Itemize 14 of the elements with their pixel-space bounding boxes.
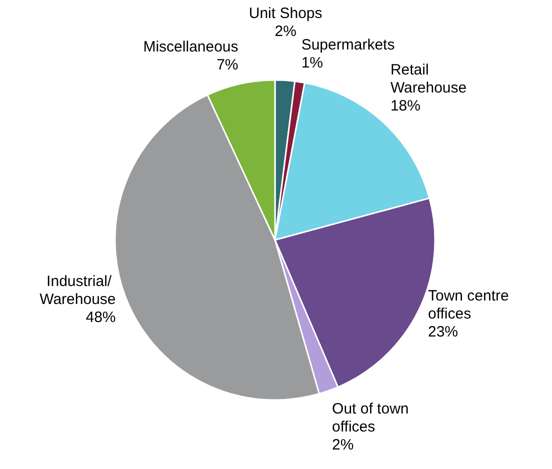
slice-label: Miscellaneous bbox=[143, 38, 238, 56]
slice-label: Town centre offices bbox=[428, 288, 514, 323]
data-label: 23% bbox=[428, 324, 458, 341]
data-label: 1% bbox=[301, 54, 324, 72]
slice-label: Unit Shops bbox=[248, 4, 322, 22]
slice-label: Industrial/ Warehouse bbox=[40, 273, 116, 308]
slice-label: Out of town offices bbox=[332, 400, 413, 436]
data-label: 7% bbox=[216, 56, 238, 74]
data-label: 2% bbox=[332, 436, 354, 454]
slice-label: Retail Warehouse bbox=[390, 62, 467, 97]
data-label: 18% bbox=[390, 98, 420, 115]
data-label: 48% bbox=[86, 309, 116, 326]
slice-label: Supermarkets bbox=[301, 36, 395, 54]
data-label: 2% bbox=[274, 22, 296, 40]
